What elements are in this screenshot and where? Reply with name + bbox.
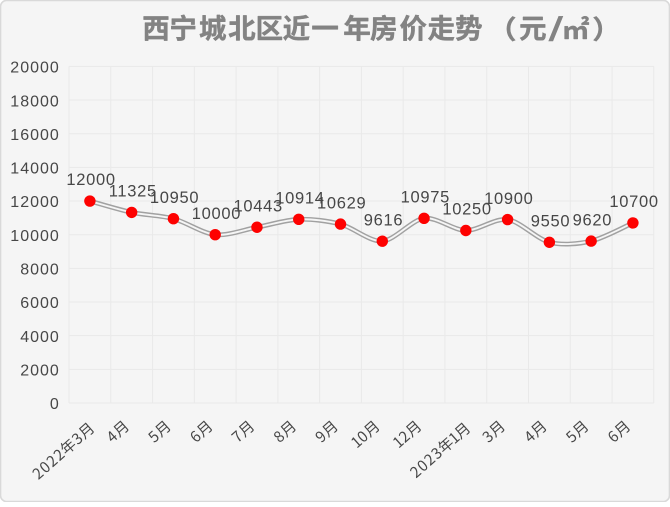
svg-text:6000: 6000	[20, 295, 60, 312]
svg-text:10900: 10900	[484, 190, 533, 208]
svg-text:10914: 10914	[275, 190, 324, 208]
svg-text:20000: 20000	[10, 60, 60, 77]
svg-text:10700: 10700	[609, 193, 658, 211]
svg-text:10629: 10629	[317, 194, 366, 212]
svg-text:10975: 10975	[401, 188, 450, 206]
svg-text:4000: 4000	[20, 329, 60, 346]
svg-text:10000: 10000	[10, 228, 60, 245]
svg-text:14000: 14000	[10, 161, 60, 178]
svg-text:11325: 11325	[109, 183, 157, 201]
svg-text:12000: 12000	[10, 194, 60, 211]
svg-text:12000: 12000	[66, 171, 115, 189]
svg-text:9620: 9620	[573, 211, 613, 229]
svg-text:10950: 10950	[150, 189, 199, 207]
svg-text:8000: 8000	[20, 262, 60, 279]
svg-text:9616: 9616	[364, 211, 404, 229]
svg-text:2000: 2000	[20, 363, 60, 380]
svg-text:10000: 10000	[192, 205, 241, 223]
svg-text:10443: 10443	[233, 197, 282, 215]
svg-text:9550: 9550	[531, 212, 571, 230]
svg-text:16000: 16000	[10, 127, 60, 144]
svg-text:0: 0	[50, 396, 60, 413]
svg-text:10250: 10250	[442, 201, 491, 219]
svg-text:18000: 18000	[10, 93, 60, 110]
